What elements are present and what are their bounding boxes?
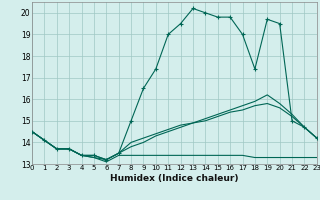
X-axis label: Humidex (Indice chaleur): Humidex (Indice chaleur) [110, 174, 239, 183]
